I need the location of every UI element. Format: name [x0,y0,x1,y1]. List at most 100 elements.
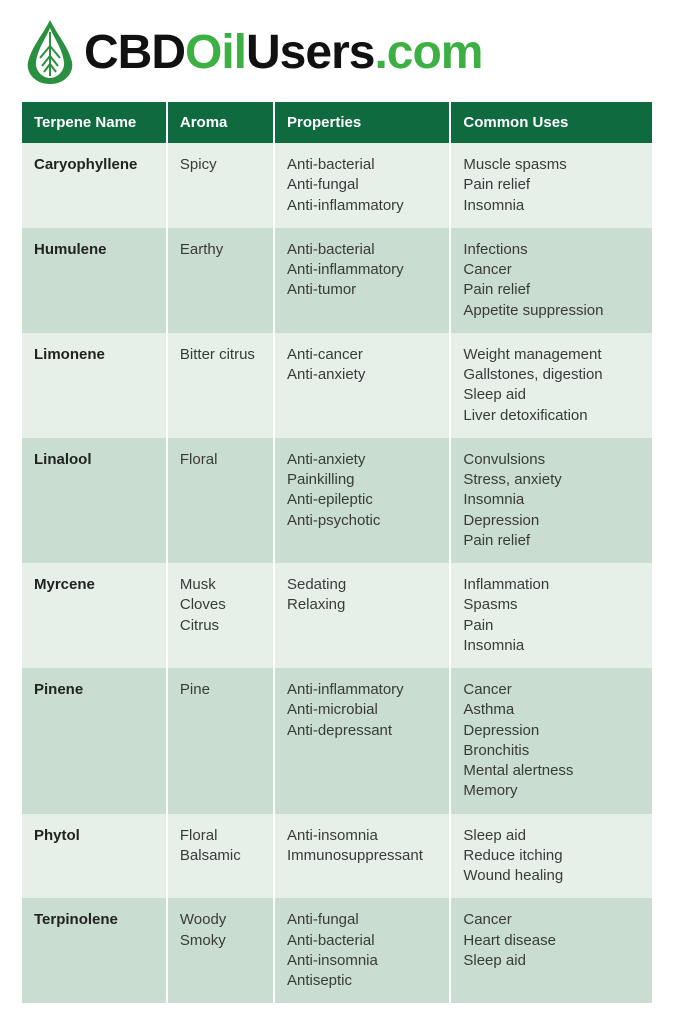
list-item: Heart disease [463,931,640,951]
list-item: Pain relief [463,531,640,551]
list-item: Cancer [463,260,640,280]
list-item: Anti-bacterial [287,931,437,951]
cell-list: CancerAsthmaDepressionBronchitisMental a… [463,680,640,802]
list-item: Convulsions [463,450,640,470]
table-row: Limonene Bitter citrus Anti-cancerAnti-anx… [22,333,652,438]
list-item: Stress, anxiety [463,470,640,490]
column-header: Aroma [167,102,274,143]
table-row: PinenePineAnti-inflammatoryAnti-microbia… [22,668,652,814]
list-item: Anti-inflammatory [287,196,437,216]
list-item: Memory [463,781,640,801]
list-item: Bitter citrus [180,345,261,365]
list-item: Anti-fungal [287,175,437,195]
list-item: Asthma [463,700,640,720]
cell-uses: Sleep aidReduce itchingWound healing [450,814,652,899]
list-item: Sleep aid [463,826,640,846]
table-row: MyrceneMuskClovesCitrus SedatingRelaxing I… [22,563,652,668]
cell-list: Anti-cancerAnti-anxiety [287,345,437,386]
cell-list: Anti-bacterialAnti-fungalAnti-inflammato… [287,155,437,216]
cell-list: Anti-fungalAnti-bacterialAnti-insomniaAn… [287,910,437,991]
cell-name: Terpinolene [22,898,167,1003]
cell-properties: Anti-insomniaImmunosuppressant [274,814,450,899]
list-item: Citrus [180,616,261,636]
list-item: Gallstones, digestion [463,365,640,385]
list-item: Earthy [180,240,261,260]
cell-uses: InfectionsCancerPain reliefAppetite supp… [450,228,652,333]
list-item: Painkilling [287,470,437,490]
cell-aroma: Bitter citrus [167,333,274,438]
list-item: Anti-fungal [287,910,437,930]
cell-uses: CancerAsthmaDepressionBronchitisMental a… [450,668,652,814]
list-item: Bronchitis [463,741,640,761]
list-item: Anti-tumor [287,280,437,300]
cell-list: MuskClovesCitrus [180,575,261,636]
cell-properties: Anti-bacterialAnti-inflammatoryAnti-tumo… [274,228,450,333]
list-item: Spasms [463,595,640,615]
list-item: Inflammation [463,575,640,595]
cell-name: Humulene [22,228,167,333]
list-item: Depression [463,721,640,741]
list-item: Insomnia [463,196,640,216]
list-item: Anti-insomnia [287,826,437,846]
cell-properties: Anti-cancerAnti-anxiety [274,333,450,438]
column-header: Properties [274,102,450,143]
list-item: Anti-epileptic [287,490,437,510]
list-item: Anti-anxiety [287,450,437,470]
list-item: Cloves [180,595,261,615]
list-item: Muscle spasms [463,155,640,175]
cell-list: Anti-bacterialAnti-inflammatoryAnti-tumo… [287,240,437,301]
cell-list: Weight managementGallstones, digestionSl… [463,345,640,426]
cell-name: Phytol [22,814,167,899]
table-header: Terpene NameAromaPropertiesCommon Uses [22,102,652,143]
cell-aroma: Floral [167,438,274,563]
terpene-table: Terpene NameAromaPropertiesCommon Uses C… [22,102,652,1003]
list-item: Appetite suppression [463,301,640,321]
table-row: LinaloolFloralAnti-anxietyPainkillingAnt… [22,438,652,563]
cell-name: Limonene [22,333,167,438]
cell-aroma: FloralBalsamic [167,814,274,899]
cell-name: Pinene [22,668,167,814]
cell-list: Anti-insomniaImmunosuppressant [287,826,437,867]
cell-list: InflammationSpasmsPainInsomnia [463,575,640,656]
list-item: Anti-anxiety [287,365,437,385]
table-row: Humulene Earthy Anti-bacterialAnti-inflamm… [22,228,652,333]
cell-list: SedatingRelaxing [287,575,437,616]
cell-list: ConvulsionsStress, anxietyInsomniaDepres… [463,450,640,551]
list-item: Insomnia [463,490,640,510]
list-item: Depression [463,511,640,531]
cell-uses: ConvulsionsStress, anxietyInsomniaDepres… [450,438,652,563]
list-item: Anti-inflammatory [287,680,437,700]
list-item: Anti-psychotic [287,511,437,531]
list-item: Woody [180,910,261,930]
column-header: Terpene Name [22,102,167,143]
list-item: Balsamic [180,846,261,866]
cell-aroma: WoodySmoky [167,898,274,1003]
brand-part-dotcom: .com [374,26,482,79]
list-item: Smoky [180,931,261,951]
list-item: Cancer [463,910,640,930]
list-item: Reduce itching [463,846,640,866]
cell-properties: Anti-fungalAnti-bacterialAnti-insomniaAn… [274,898,450,1003]
list-item: Cancer [463,680,640,700]
cell-list: Anti-inflammatoryAnti-microbialAnti-depr… [287,680,437,741]
cell-name: Caryophyllene [22,143,167,228]
table-row: Caryophyllene Spicy Anti-bacterialAnti-fun… [22,143,652,228]
list-item: Floral [180,826,261,846]
table-row: TerpinoleneWoodySmokyAnti-fungalAnti-bac… [22,898,652,1003]
cell-list: Earthy [180,240,261,260]
table-row: PhytolFloralBalsamicAnti-insomniaImmunos… [22,814,652,899]
cell-uses: Weight managementGallstones, digestionSl… [450,333,652,438]
list-item: Sleep aid [463,385,640,405]
list-item: Mental alertness [463,761,640,781]
table-container: Terpene NameAromaPropertiesCommon Uses C… [0,102,674,1025]
cell-name: Myrcene [22,563,167,668]
cell-properties: Anti-anxietyPainkillingAnti-epilepticAnt… [274,438,450,563]
list-item: Weight management [463,345,640,365]
cell-list: Muscle spasmsPain reliefInsomnia [463,155,640,216]
cell-list: Sleep aidReduce itchingWound healing [463,826,640,887]
cell-uses: CancerHeart diseaseSleep aid [450,898,652,1003]
list-item: Spicy [180,155,261,175]
list-item: Anti-cancer [287,345,437,365]
list-item: Anti-bacterial [287,240,437,260]
list-item: Anti-insomnia [287,951,437,971]
